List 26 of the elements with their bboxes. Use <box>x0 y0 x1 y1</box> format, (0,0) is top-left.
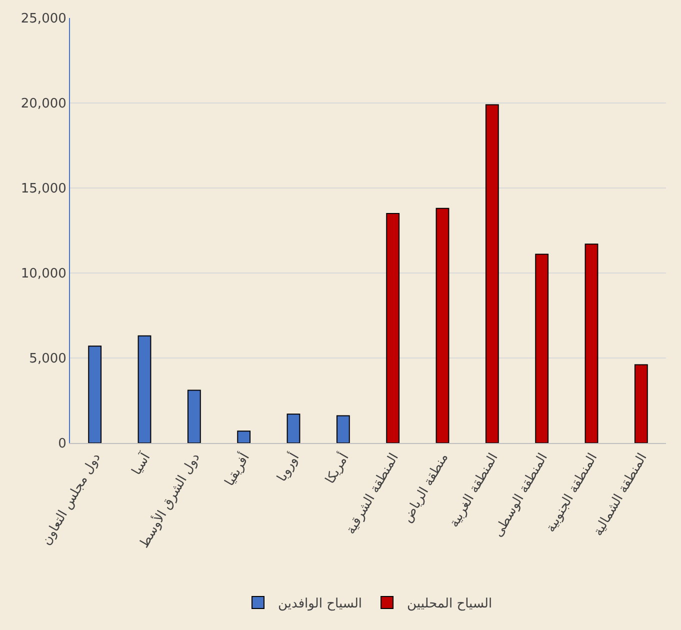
bar <box>187 390 201 443</box>
x-tick-label: منطقة الرياض <box>400 450 452 526</box>
legend-label: السياح الوافدين <box>278 596 362 612</box>
x-tick-label: دول مجلس التعاون <box>39 450 104 548</box>
x-tick-label: أمريكا <box>321 450 352 487</box>
bar <box>436 208 450 443</box>
bar <box>386 213 400 443</box>
y-tick-label: 5,000 <box>29 352 66 367</box>
legend-label: السياح المحليين <box>407 596 492 612</box>
bar <box>286 414 300 443</box>
bar <box>336 415 350 443</box>
y-tick-label: 20,000 <box>20 96 66 112</box>
bar <box>634 364 648 443</box>
bar <box>535 254 549 443</box>
bar <box>88 346 102 443</box>
x-tick-label: آسيا <box>128 448 154 478</box>
bar <box>138 335 152 443</box>
bar <box>485 104 499 443</box>
bar <box>584 244 598 443</box>
y-tick-label: 10,000 <box>20 266 66 282</box>
y-tick-label: 0 <box>58 436 66 452</box>
bar <box>237 430 251 443</box>
x-tick-label: أوروبا <box>272 450 303 484</box>
y-tick-label: 15,000 <box>20 182 66 197</box>
x-tick-label: أفريقيا <box>220 450 253 489</box>
y-tick-label: 25,000 <box>20 12 66 27</box>
